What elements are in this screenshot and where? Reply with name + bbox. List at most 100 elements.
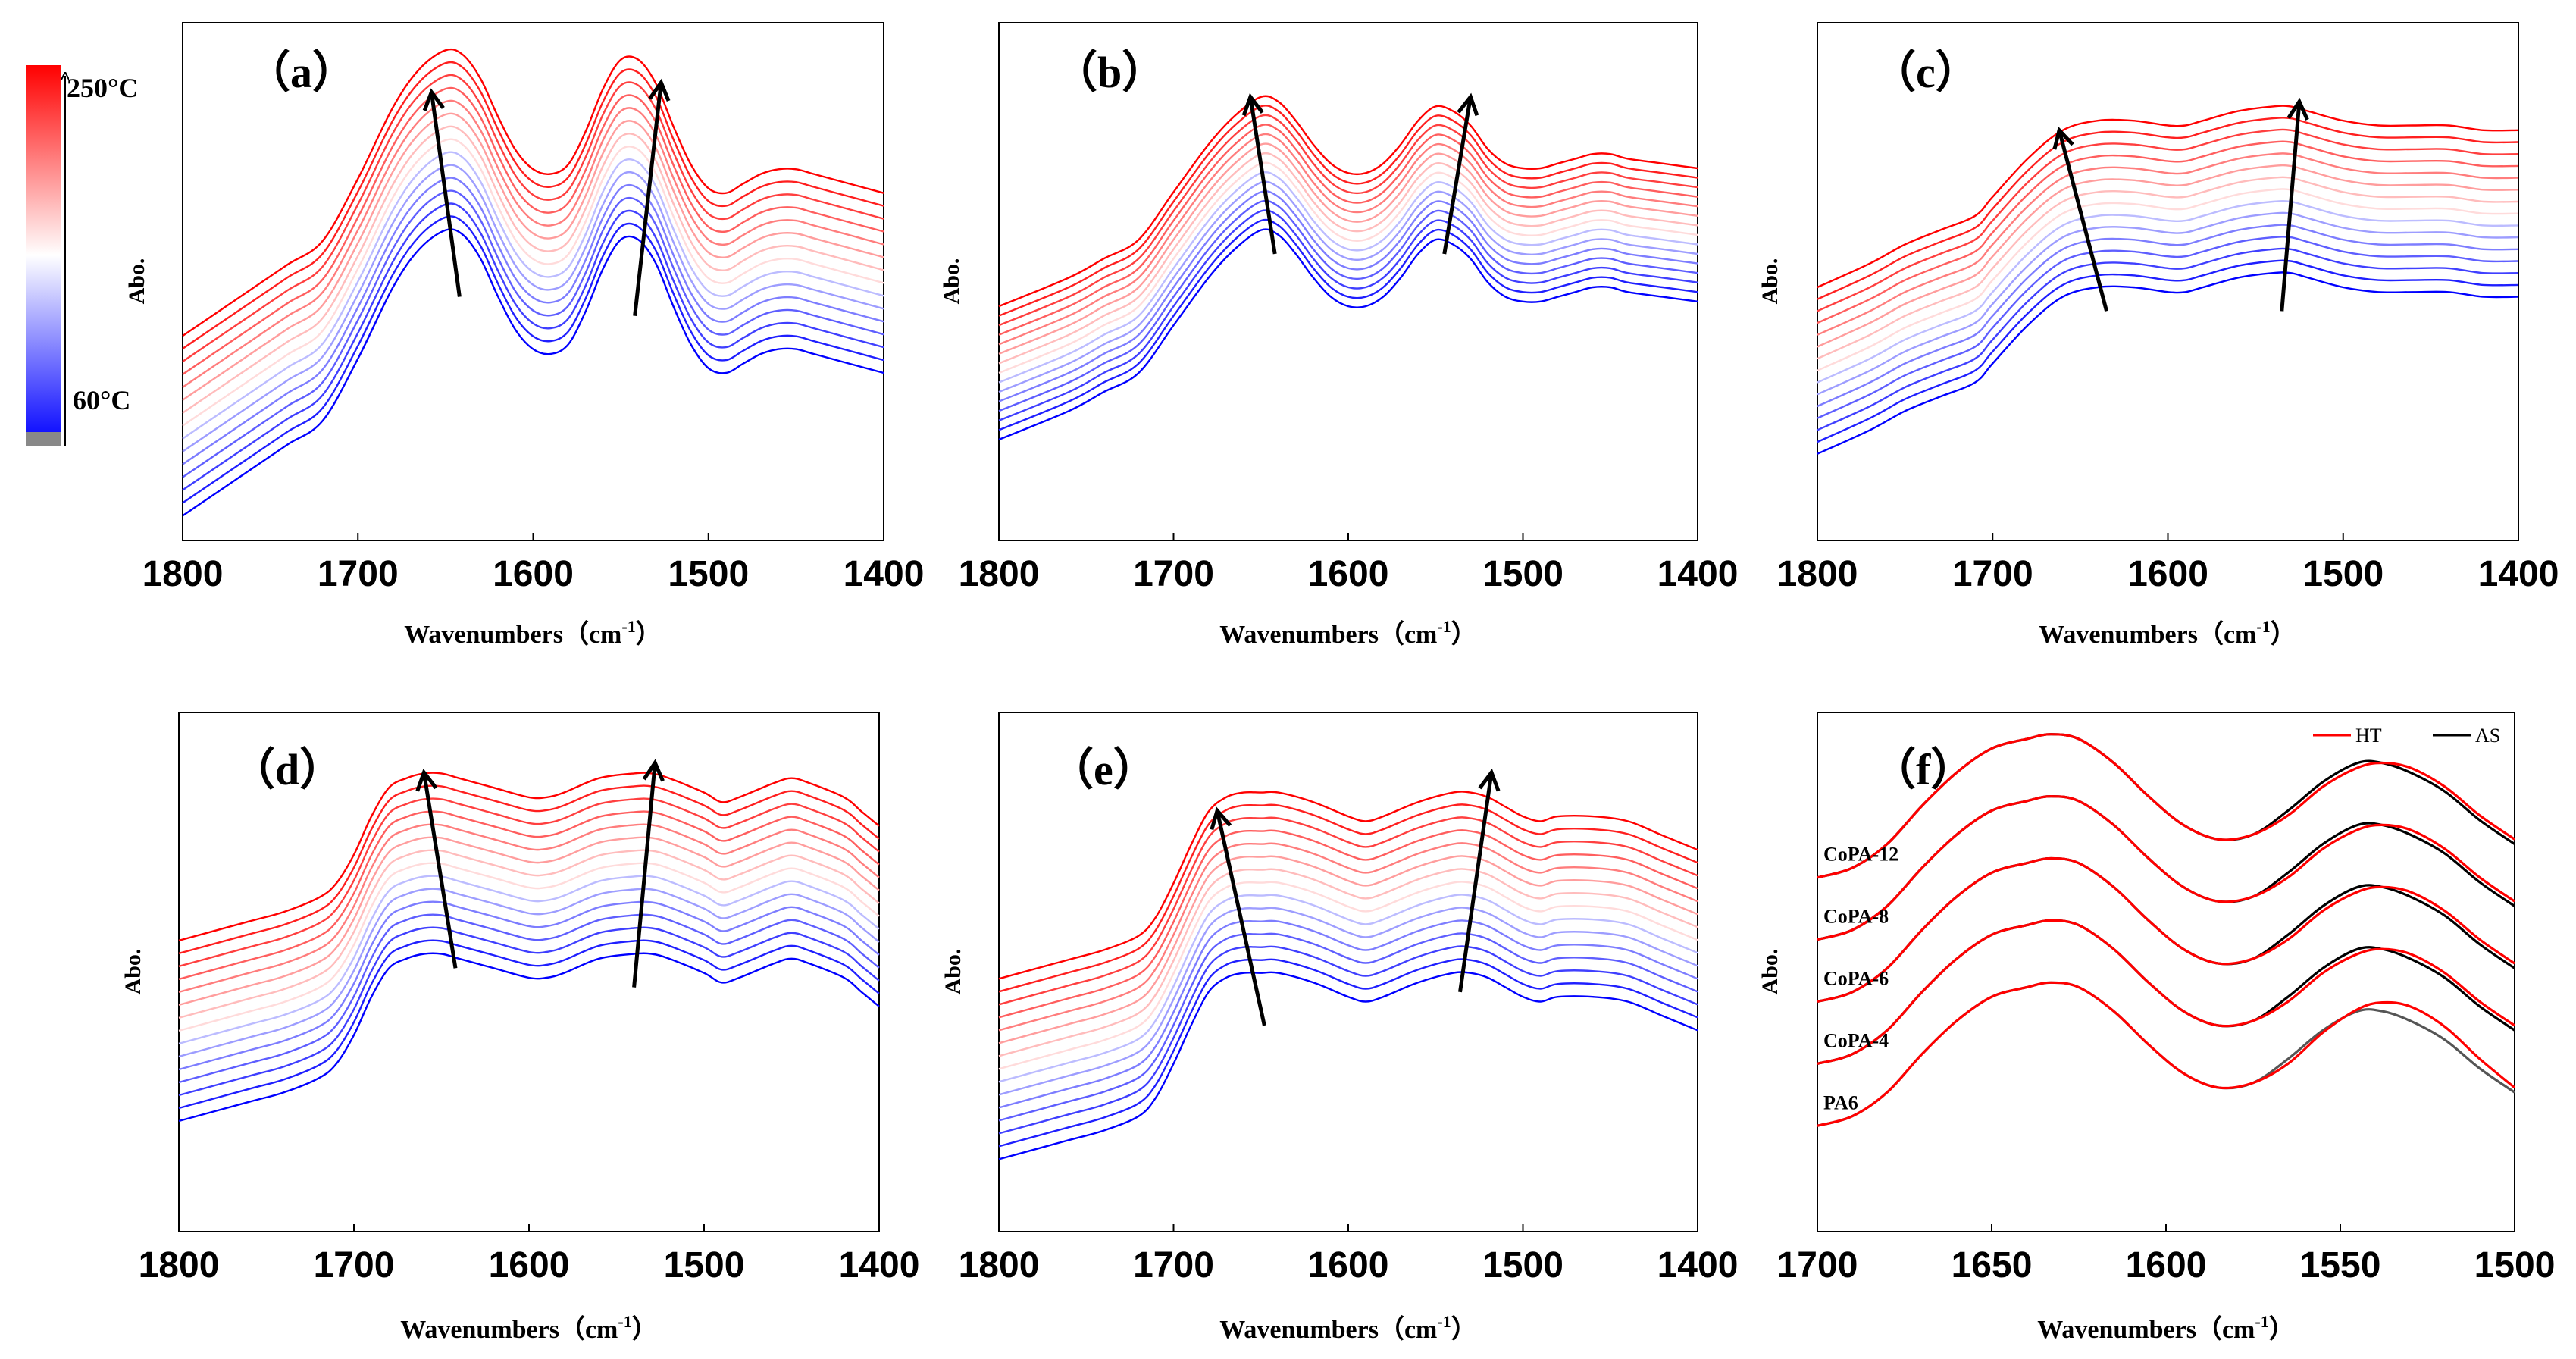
series-line — [998, 932, 1698, 1122]
series-line — [182, 125, 884, 414]
trend-arrow — [421, 772, 458, 969]
series-line-ht — [1817, 794, 2515, 941]
x-tick-label: 1600 — [1308, 554, 1389, 594]
series-line — [998, 124, 1698, 336]
series-line — [182, 86, 884, 375]
series-line — [1817, 199, 2519, 384]
y-axis-label: Abo. — [124, 258, 149, 305]
y-axis-label: Abo. — [939, 258, 964, 305]
x-tick-label: 1600 — [489, 1245, 570, 1285]
series-line — [998, 142, 1698, 355]
trend-arrow — [429, 92, 462, 297]
x-tick-label: 1650 — [1952, 1245, 2033, 1285]
x-tick-label: 1400 — [839, 1245, 920, 1285]
series-line — [178, 784, 880, 955]
y-axis-label: Abo. — [941, 949, 966, 995]
series-line — [998, 816, 1698, 1006]
plot-frame — [1817, 22, 2519, 541]
x-tick-label: 1800 — [959, 1245, 1040, 1285]
x-axis-label-sup: -1 — [2256, 617, 2270, 636]
trend-arrow-head — [2052, 126, 2074, 150]
series-line — [178, 888, 880, 1058]
x-axis-label: Wavenumbers（cm-1） — [2039, 617, 2296, 649]
trend-arrow — [1458, 772, 1494, 993]
x-axis-label-sup: -1 — [2255, 1312, 2268, 1331]
colorbar-bottom-label: 60°C — [73, 385, 130, 415]
panel-label: （f） — [1872, 745, 1974, 794]
series-line — [178, 849, 880, 1019]
x-axis-label: Wavenumbers（cm-1） — [1219, 617, 1476, 649]
sample-label: CoPA-4 — [1823, 1029, 1889, 1051]
series-group — [998, 791, 1698, 1160]
x-tick-group: 1800 1700 1600 1500 1400 — [1777, 533, 2559, 594]
series-line — [1817, 224, 2519, 408]
series-line — [182, 202, 884, 491]
series-line — [178, 797, 880, 968]
series-line-ht — [1817, 919, 2515, 1065]
series-line — [1817, 105, 2519, 289]
y-axis-label: Abo. — [1758, 258, 1783, 305]
x-tick-label: 1500 — [668, 554, 749, 594]
series-line — [998, 791, 1698, 980]
series-line — [998, 152, 1698, 365]
series-line — [998, 171, 1698, 384]
x-tick-label: 1800 — [959, 554, 1040, 594]
x-tick-label: 1600 — [2126, 1245, 2207, 1285]
panel-label: （e） — [1050, 745, 1157, 794]
x-tick-label: 1800 — [1777, 554, 1858, 594]
panel-label: （b） — [1053, 48, 1166, 97]
x-tick-label: 1500 — [664, 1245, 745, 1285]
series-line — [178, 952, 880, 1123]
x-axis-label-end: ） — [2271, 619, 2296, 649]
series-line — [998, 842, 1698, 1032]
series-line — [998, 161, 1698, 374]
trend-arrow — [632, 762, 657, 988]
temperature-colorbar: 250°C 60°C — [26, 65, 138, 446]
trend-arrow-head — [1241, 92, 1264, 117]
series-line-ht — [1817, 733, 2515, 879]
series-group — [178, 772, 880, 1123]
series-group — [1817, 733, 2516, 1127]
series-line — [998, 114, 1698, 327]
series-line — [998, 180, 1698, 393]
trend-arrow — [2057, 130, 2108, 312]
x-axis-label-sup: -1 — [618, 1312, 631, 1331]
x-tick-label: 1700 — [1133, 554, 1214, 594]
x-tick-label: 1400 — [2478, 554, 2559, 594]
sample-label: PA6 — [1823, 1091, 1858, 1113]
series-line-ht — [1817, 981, 2516, 1127]
series-group — [182, 48, 884, 517]
trend-arrow-head — [1478, 768, 1501, 792]
x-axis-label: Wavenumbers（cm-1） — [400, 1312, 657, 1344]
sample-label: CoPA-6 — [1823, 968, 1889, 990]
arrow-group — [415, 759, 665, 988]
x-tick-label: 1700 — [1777, 1245, 1858, 1285]
series-line — [178, 772, 880, 942]
series-line — [178, 836, 880, 1007]
series-line — [182, 48, 884, 337]
x-tick-label: 1700 — [314, 1245, 395, 1285]
x-tick-label: 1800 — [139, 1245, 220, 1285]
series-line — [1817, 164, 2519, 348]
series-line — [178, 926, 880, 1097]
series-line — [182, 215, 884, 504]
series-line — [182, 112, 884, 401]
x-tick-group: 1800 1700 1600 1500 1400 — [959, 1224, 1739, 1285]
panel-d: 1800 1700 1600 1500 1400 （d） Abo. Wavenumber… — [121, 712, 919, 1344]
trend-arrow-head — [642, 759, 665, 782]
series-line — [998, 133, 1698, 346]
plot-frame — [998, 22, 1698, 541]
series-line — [178, 862, 880, 1032]
series-line — [1817, 259, 2519, 443]
arrow-group — [422, 78, 671, 316]
colorbar-gradient — [26, 65, 61, 446]
x-tick-label: 1400 — [1657, 1245, 1739, 1285]
series-group — [998, 95, 1698, 441]
panel-f: 1700 1650 1600 1550 1500 CoPA-12 CoPA-8 CoPA-6… — [1758, 712, 2555, 1344]
sample-label: CoPA-12 — [1823, 844, 1898, 866]
panel-label: （a） — [246, 48, 356, 97]
series-line — [998, 919, 1698, 1109]
x-tick-group: 1800 1700 1600 1500 1400 — [959, 533, 1738, 594]
trend-arrow — [1442, 96, 1473, 255]
series-line — [998, 228, 1698, 441]
